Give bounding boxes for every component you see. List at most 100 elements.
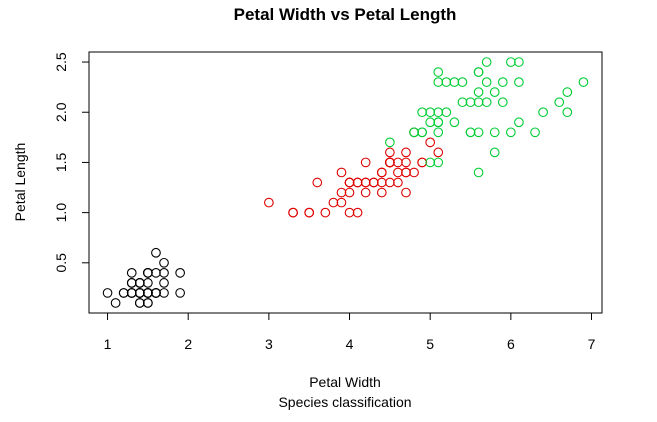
data-point: [433, 157, 444, 168]
data-point: [175, 288, 185, 298]
data-point: [497, 97, 508, 108]
data-point: [376, 177, 387, 188]
data-point: [376, 167, 387, 178]
data-point: [481, 97, 492, 108]
data-point: [489, 147, 500, 158]
data-point: [360, 177, 371, 188]
data-point: [489, 127, 500, 138]
data-point: [385, 147, 395, 158]
data-point: [288, 207, 298, 218]
data-point: [514, 57, 524, 67]
data-point: [473, 87, 484, 98]
data-point: [393, 167, 403, 178]
data-point: [457, 97, 468, 108]
data-point: [417, 127, 427, 138]
chart-title: Petal Width vs Petal Length: [234, 5, 457, 24]
data-point: [134, 278, 145, 288]
data-point: [465, 127, 476, 138]
data-point: [449, 117, 460, 128]
data-point: [393, 177, 403, 188]
y-axis: 0.5 1.0 1.5 2.0 2.5: [53, 52, 90, 273]
x-tick-label: 7: [588, 336, 596, 352]
data-point: [151, 247, 161, 258]
data-point: [360, 157, 371, 168]
data-point: [481, 57, 492, 67]
data-point: [489, 87, 500, 98]
data-point: [126, 288, 137, 298]
data-point: [385, 157, 395, 168]
data-point: [344, 177, 355, 188]
data-point: [368, 177, 379, 188]
data-point: [393, 157, 403, 168]
data-point: [376, 187, 387, 198]
data-point: [449, 77, 460, 87]
x-axis-label: Petal Width: [309, 374, 381, 390]
y-tick-label: 2.5: [53, 52, 69, 72]
data-point: [143, 298, 153, 308]
data-point: [336, 167, 347, 178]
data-point: [151, 267, 161, 278]
data-point: [134, 298, 145, 308]
data-point: [514, 117, 524, 128]
data-point: [159, 288, 169, 298]
data-point: [151, 288, 161, 298]
x-tick-label: 6: [507, 336, 515, 352]
data-point: [433, 107, 444, 118]
data-point: [304, 207, 315, 218]
data-point: [143, 267, 153, 278]
data-point: [159, 267, 169, 278]
y-tick-label: 2.0: [53, 102, 69, 122]
data-point: [126, 278, 137, 288]
data-point: [562, 107, 573, 118]
data-point: [425, 157, 436, 168]
data-point: [514, 77, 524, 87]
data-point: [401, 167, 411, 178]
data-point: [425, 117, 436, 128]
data-point: [481, 77, 492, 87]
x-tick-label: 4: [346, 336, 354, 352]
data-point: [433, 127, 444, 138]
y-tick-label: 1.0: [53, 203, 69, 223]
x-tick-label: 2: [184, 336, 192, 352]
data-points: [102, 57, 589, 308]
y-axis-label: Petal Length: [12, 143, 28, 222]
data-point: [433, 117, 444, 128]
data-point: [473, 67, 484, 77]
x-tick-label: 1: [104, 336, 112, 352]
data-point: [425, 107, 436, 118]
x-tick-label: 5: [426, 336, 434, 352]
data-point: [506, 127, 516, 138]
data-point: [328, 197, 339, 208]
data-point: [497, 77, 508, 87]
data-point: [352, 207, 363, 218]
data-point: [344, 207, 355, 218]
data-point: [473, 167, 484, 178]
data-point: [264, 197, 274, 208]
data-point: [385, 137, 395, 148]
data-point: [578, 77, 589, 87]
data-point: [143, 288, 153, 298]
data-point: [409, 127, 419, 138]
data-point: [102, 288, 113, 298]
data-point: [159, 257, 169, 268]
data-point: [401, 157, 411, 168]
y-tick-label: 0.5: [53, 253, 69, 273]
data-point: [473, 97, 484, 108]
data-point: [344, 187, 355, 198]
data-point: [126, 267, 137, 278]
x-tick-label: 3: [265, 336, 273, 352]
data-point: [360, 187, 371, 198]
data-point: [433, 77, 444, 87]
data-point: [143, 278, 153, 288]
data-point: [554, 97, 565, 108]
data-point: [417, 157, 427, 168]
data-point: [538, 107, 548, 118]
data-point: [312, 177, 323, 188]
data-point: [336, 197, 347, 208]
data-point: [417, 107, 427, 118]
data-point: [159, 278, 169, 288]
data-point: [441, 77, 452, 87]
data-point: [401, 147, 411, 158]
data-point: [336, 187, 347, 198]
